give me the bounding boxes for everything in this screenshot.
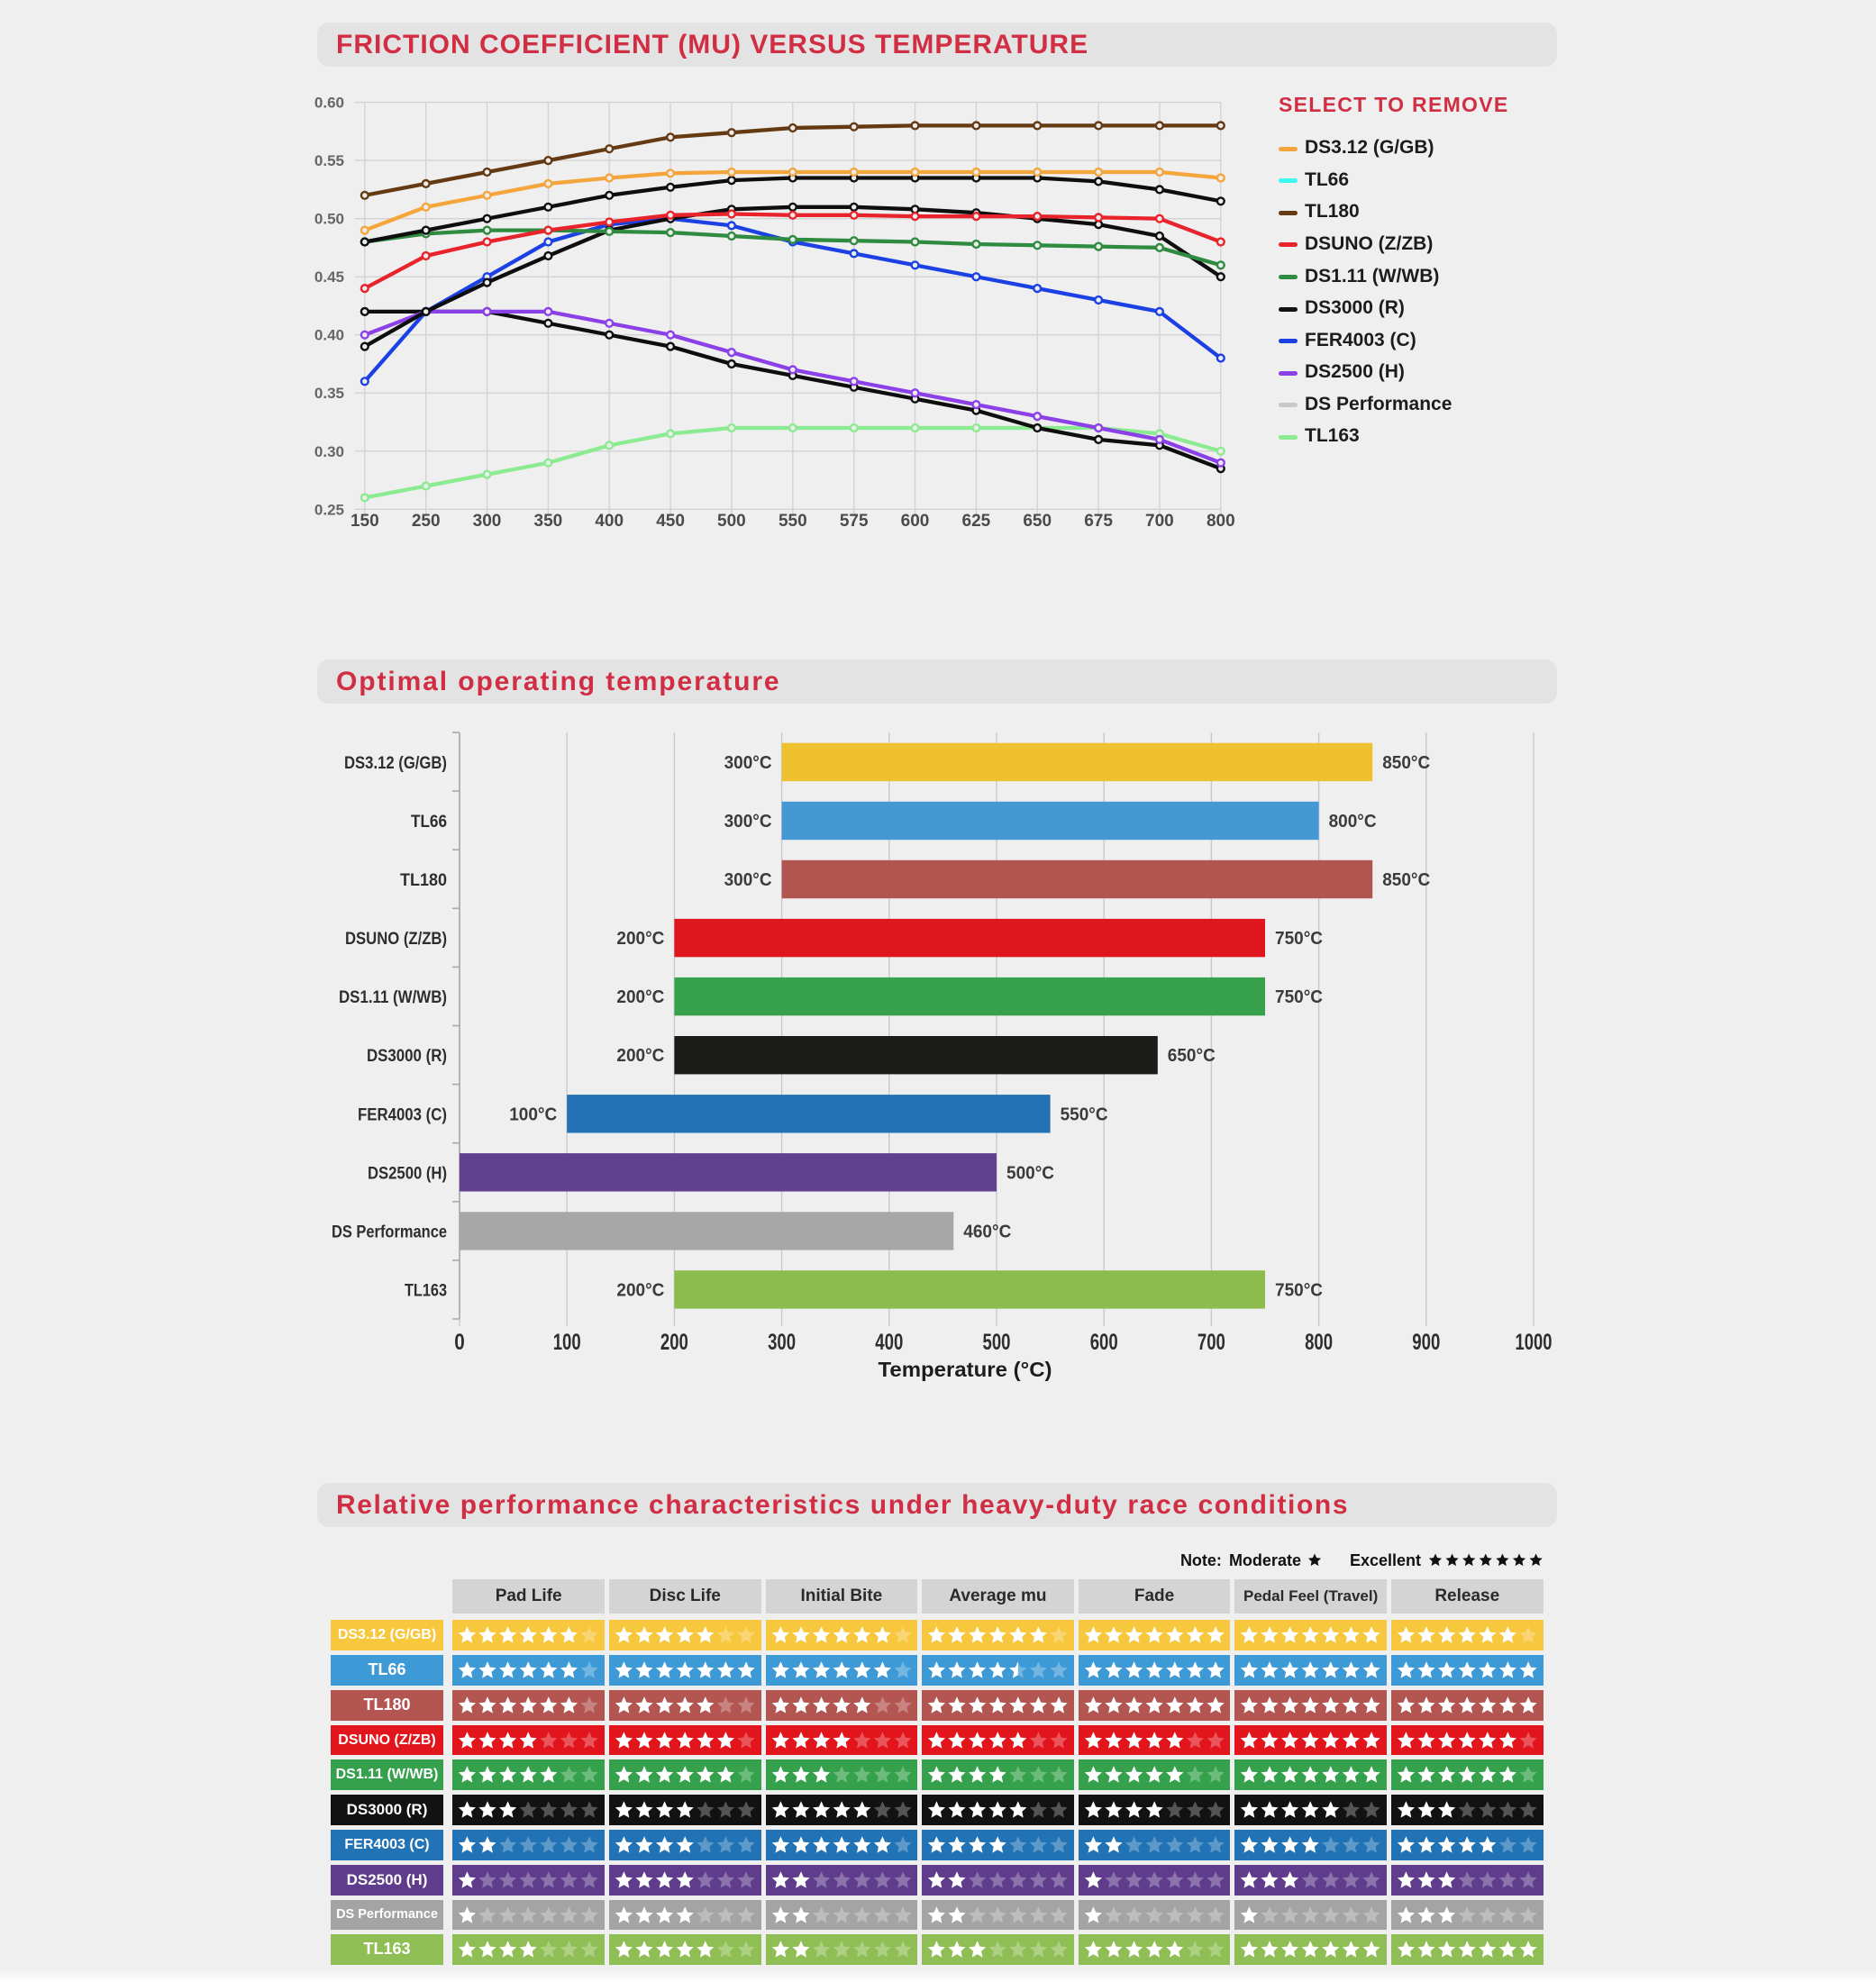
svg-text:DS Performance: DS Performance bbox=[332, 1223, 447, 1241]
svg-text:460°C: 460°C bbox=[963, 1222, 1011, 1241]
svg-text:DS2500 (H): DS2500 (H) bbox=[368, 1164, 447, 1183]
svg-text:200: 200 bbox=[660, 1330, 688, 1355]
svg-text:500: 500 bbox=[717, 512, 746, 531]
svg-text:500: 500 bbox=[983, 1330, 1011, 1355]
svg-text:300°C: 300°C bbox=[724, 753, 772, 773]
svg-text:750°C: 750°C bbox=[1275, 1280, 1323, 1300]
svg-text:450: 450 bbox=[656, 512, 685, 531]
svg-text:550: 550 bbox=[779, 512, 807, 531]
svg-text:650°C: 650°C bbox=[1168, 1046, 1216, 1066]
svg-text:650: 650 bbox=[1023, 512, 1052, 531]
svg-text:675: 675 bbox=[1084, 512, 1113, 531]
svg-text:625: 625 bbox=[962, 512, 991, 531]
svg-text:1000: 1000 bbox=[1516, 1330, 1553, 1355]
svg-text:500°C: 500°C bbox=[1006, 1163, 1054, 1183]
svg-text:300: 300 bbox=[768, 1330, 796, 1355]
svg-text:750°C: 750°C bbox=[1275, 987, 1323, 1007]
svg-text:100: 100 bbox=[553, 1330, 581, 1355]
svg-text:0.50: 0.50 bbox=[314, 211, 344, 228]
svg-text:300°C: 300°C bbox=[724, 812, 772, 832]
svg-text:DS3000 (R): DS3000 (R) bbox=[367, 1047, 447, 1066]
svg-text:575: 575 bbox=[840, 512, 869, 531]
svg-text:800: 800 bbox=[1207, 512, 1235, 531]
svg-text:TL66: TL66 bbox=[411, 813, 447, 832]
svg-text:700: 700 bbox=[1145, 512, 1174, 531]
svg-text:100°C: 100°C bbox=[509, 1105, 557, 1124]
svg-text:200°C: 200°C bbox=[616, 929, 664, 949]
svg-text:800°C: 800°C bbox=[1329, 812, 1377, 832]
svg-text:850°C: 850°C bbox=[1382, 753, 1430, 773]
svg-text:200°C: 200°C bbox=[616, 1046, 664, 1066]
svg-text:0.40: 0.40 bbox=[314, 327, 344, 344]
svg-text:150: 150 bbox=[351, 512, 379, 531]
svg-text:0.25: 0.25 bbox=[314, 501, 344, 518]
svg-text:0.45: 0.45 bbox=[314, 268, 344, 286]
svg-text:DS1.11 (W/WB): DS1.11 (W/WB) bbox=[339, 988, 447, 1007]
svg-text:Temperature (°C): Temperature (°C) bbox=[879, 1358, 1052, 1381]
svg-text:600: 600 bbox=[901, 512, 930, 531]
svg-text:TL180: TL180 bbox=[400, 871, 447, 890]
svg-text:850°C: 850°C bbox=[1382, 870, 1430, 890]
svg-text:350: 350 bbox=[534, 512, 563, 531]
svg-text:600: 600 bbox=[1090, 1330, 1118, 1355]
svg-text:FER4003 (C): FER4003 (C) bbox=[358, 1105, 447, 1124]
svg-text:900: 900 bbox=[1412, 1330, 1440, 1355]
svg-text:0.35: 0.35 bbox=[314, 385, 344, 402]
svg-text:0.55: 0.55 bbox=[314, 152, 344, 169]
svg-text:0.30: 0.30 bbox=[314, 443, 344, 460]
svg-text:DSUNO (Z/ZB): DSUNO (Z/ZB) bbox=[345, 930, 447, 949]
svg-text:400: 400 bbox=[875, 1330, 903, 1355]
svg-text:DS3.12 (G/GB): DS3.12 (G/GB) bbox=[344, 754, 447, 773]
svg-text:300°C: 300°C bbox=[724, 870, 772, 890]
svg-text:300: 300 bbox=[473, 512, 502, 531]
svg-text:400: 400 bbox=[595, 512, 624, 531]
svg-text:TL163: TL163 bbox=[405, 1281, 447, 1300]
svg-text:0: 0 bbox=[454, 1330, 465, 1355]
svg-text:250: 250 bbox=[412, 512, 441, 531]
svg-text:750°C: 750°C bbox=[1275, 929, 1323, 949]
svg-text:800: 800 bbox=[1305, 1330, 1333, 1355]
svg-text:0.60: 0.60 bbox=[314, 95, 344, 112]
svg-text:700: 700 bbox=[1198, 1330, 1225, 1355]
svg-text:550°C: 550°C bbox=[1061, 1105, 1108, 1124]
svg-text:200°C: 200°C bbox=[616, 1280, 664, 1300]
svg-text:200°C: 200°C bbox=[616, 987, 664, 1007]
